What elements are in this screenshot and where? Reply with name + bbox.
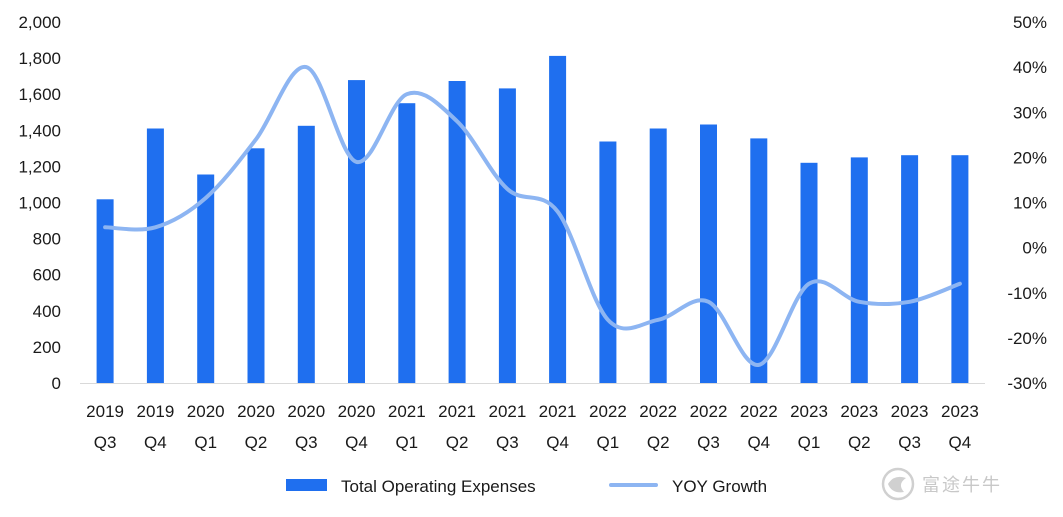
bar — [800, 162, 818, 383]
right-y-tick-label: -10% — [1007, 284, 1047, 303]
legend-label-line: YOY Growth — [672, 477, 767, 496]
left-y-tick-label: 600 — [33, 266, 61, 285]
left-y-tick-label: 0 — [52, 374, 61, 393]
bar — [448, 81, 466, 383]
x-tick-label-quarter: Q4 — [546, 433, 569, 452]
right-y-tick-label: -20% — [1007, 329, 1047, 348]
right-y-tick-label: -30% — [1007, 374, 1047, 393]
bar-series-total-operating-expenses — [96, 55, 969, 384]
x-tick-label-quarter: Q3 — [94, 433, 117, 452]
watermark-text: 富途牛牛 — [922, 475, 1002, 496]
x-tick-label-year: 2021 — [438, 402, 476, 421]
x-tick-label-quarter: Q1 — [597, 433, 620, 452]
watermark: 富途牛牛 — [881, 467, 1002, 501]
right-y-tick-label: 20% — [1013, 148, 1047, 167]
x-tick-label-quarter: Q4 — [144, 433, 167, 452]
bar — [649, 128, 667, 383]
x-tick-label-quarter: Q3 — [898, 433, 921, 452]
left-y-tick-label: 200 — [33, 338, 61, 357]
bar — [146, 128, 164, 383]
x-tick-label-year: 2023 — [941, 402, 979, 421]
x-tick-label-year: 2022 — [589, 402, 627, 421]
x-tick-label-quarter: Q4 — [345, 433, 368, 452]
line-series-yoy-growth — [103, 65, 962, 367]
futu-logo-icon — [881, 467, 915, 501]
x-tick-label-year: 2021 — [388, 402, 426, 421]
left-y-tick-label: 1,600 — [18, 85, 61, 104]
bar — [700, 124, 717, 383]
bar — [197, 174, 215, 383]
x-tick-label-quarter: Q1 — [395, 433, 418, 452]
x-tick-label-quarter: Q1 — [798, 433, 821, 452]
bar — [549, 55, 567, 384]
bar — [348, 80, 365, 383]
legend-swatch-bar — [286, 479, 327, 491]
right-y-tick-label: 50% — [1013, 13, 1047, 32]
bar — [96, 199, 114, 383]
x-tick-label-year: 2020 — [187, 402, 225, 421]
x-tick-label-year: 2021 — [488, 402, 526, 421]
x-tick-label-year: 2023 — [790, 402, 828, 421]
bar — [498, 88, 516, 384]
x-tick-label-year: 2019 — [136, 402, 174, 421]
x-tick-label-quarter: Q3 — [295, 433, 318, 452]
bar — [750, 138, 768, 383]
x-tick-label-year: 2022 — [690, 402, 728, 421]
left-y-tick-label: 2,000 — [18, 13, 61, 32]
right-y-tick-label: 10% — [1013, 194, 1047, 213]
x-tick-label-year: 2022 — [639, 402, 677, 421]
x-tick-label-quarter: Q2 — [848, 433, 871, 452]
x-tick-label-quarter: Q3 — [697, 433, 720, 452]
right-y-tick-label: 0% — [1022, 239, 1047, 258]
x-tick-label-quarter: Q4 — [747, 433, 770, 452]
right-y-axis: -30% -20% -10% 0% 10% 20% 30% 40% 50% — [1007, 13, 1047, 393]
x-tick-label-year: 2020 — [287, 402, 325, 421]
bar — [297, 125, 315, 384]
left-y-tick-label: 400 — [33, 302, 61, 321]
left-y-tick-label: 1,400 — [18, 121, 61, 140]
bar — [850, 157, 868, 383]
x-tick-label-quarter: Q1 — [194, 433, 217, 452]
x-tick-label-quarter: Q2 — [245, 433, 268, 452]
legend: Total Operating Expenses YOY Growth — [286, 477, 767, 496]
bar — [398, 103, 416, 383]
x-tick-label-year: 2022 — [740, 402, 778, 421]
x-tick-label-year: 2021 — [539, 402, 577, 421]
right-y-tick-label: 40% — [1013, 58, 1047, 77]
x-tick-label-quarter: Q2 — [647, 433, 670, 452]
legend-label-bar: Total Operating Expenses — [341, 477, 536, 496]
left-y-tick-label: 1,000 — [18, 194, 61, 213]
left-y-tick-label: 1,800 — [18, 49, 61, 68]
x-tick-label-year: 2023 — [891, 402, 929, 421]
bar — [599, 141, 617, 383]
x-tick-label-quarter: Q3 — [496, 433, 519, 452]
left-y-tick-label: 800 — [33, 230, 61, 249]
x-tick-label-year: 2020 — [237, 402, 275, 421]
right-y-tick-label: 30% — [1013, 103, 1047, 122]
left-y-tick-label: 1,200 — [18, 157, 61, 176]
x-axis-labels: 2019 Q3 2019 Q4 2020 Q1 2020 Q2 2020 Q3 2020 Q4 2021… — [86, 402, 979, 452]
bar — [901, 155, 919, 383]
x-tick-label-year: 2020 — [338, 402, 376, 421]
bar — [247, 148, 265, 383]
left-y-axis: 0 200 400 600 800 1,000 1,200 1,400 1,600 1,800 2,… — [18, 13, 61, 393]
x-tick-label-year: 2023 — [840, 402, 878, 421]
x-tick-label-quarter: Q2 — [446, 433, 469, 452]
x-tick-label-quarter: Q4 — [949, 433, 972, 452]
x-tick-label-year: 2019 — [86, 402, 124, 421]
bar — [951, 155, 969, 383]
